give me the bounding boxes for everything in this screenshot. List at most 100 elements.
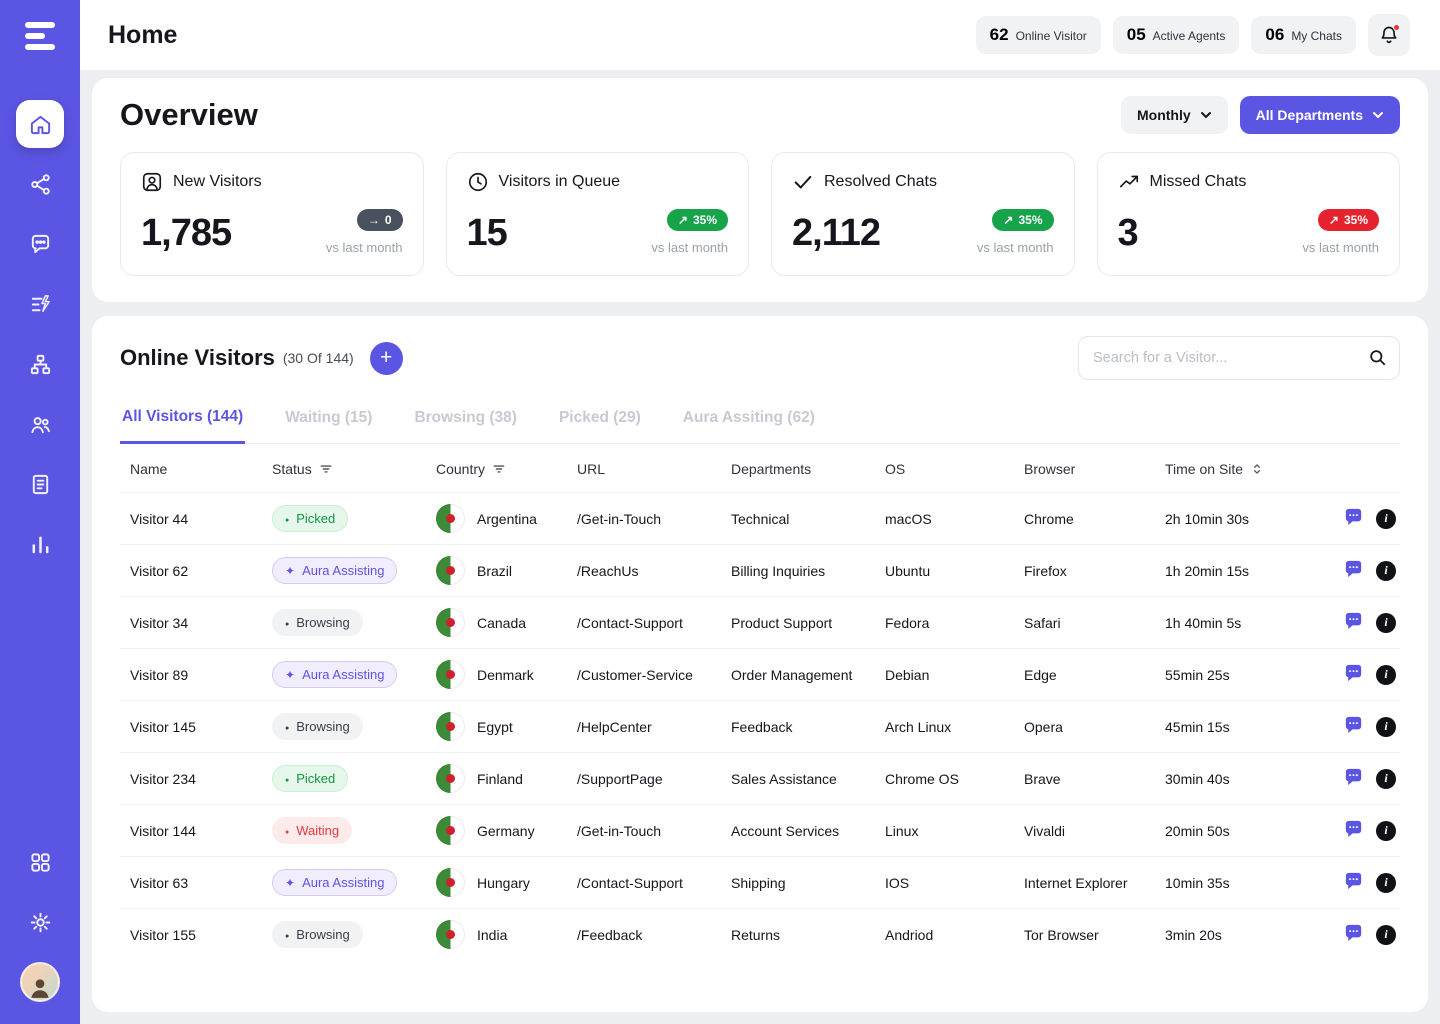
visitor-time: 2h 10min 30s	[1165, 510, 1250, 527]
notifications-button[interactable]	[1368, 14, 1410, 56]
sidebar-item-teams[interactable]	[16, 400, 64, 448]
visitor-time: 1h 20min 15s	[1165, 562, 1250, 579]
status-badge: Aura Assisting	[272, 557, 398, 584]
stat-title: Resolved Chats	[824, 173, 937, 190]
top-header: Home 62 Online Visitor 05 Active Agents …	[80, 0, 1440, 70]
table-row: Visitor 44 Picked Argentina /Get-in-Touc…	[120, 492, 1400, 544]
country-name: Finland	[477, 770, 523, 787]
visitor-time: 1h 40min 5s	[1165, 614, 1242, 631]
chat-icon[interactable]	[1342, 818, 1365, 844]
info-icon[interactable]: i	[1376, 508, 1396, 529]
col-name: Name	[130, 461, 168, 477]
info-icon[interactable]: i	[1376, 560, 1396, 581]
tab-all-visitors[interactable]: All Visitors (144)	[120, 396, 246, 444]
search-icon[interactable]	[1368, 348, 1387, 367]
chevron-down-icon	[1373, 112, 1383, 119]
sidebar-item-docs[interactable]	[16, 460, 64, 508]
brand-logo-icon[interactable]	[18, 14, 62, 58]
trend-arrow-icon	[1329, 213, 1339, 227]
my-chats-count: 06	[1265, 25, 1285, 44]
country-flag-icon	[436, 920, 465, 949]
visitor-browser: Tor Browser	[1024, 926, 1099, 943]
share-nodes-icon	[30, 173, 50, 195]
country-flag-icon	[436, 868, 465, 897]
chat-icon[interactable]	[1342, 766, 1365, 792]
country-flag-icon	[436, 660, 465, 689]
sidebar-item-automation[interactable]	[16, 280, 64, 328]
table-row: Visitor 34 Browsing Canada /Contact-Supp…	[120, 596, 1400, 648]
table-row: Visitor 63 Aura Assisting Hungary /Conta…	[120, 856, 1400, 908]
status-dot-icon	[285, 615, 289, 630]
chat-icon[interactable]	[1342, 870, 1365, 896]
trending-icon	[1119, 175, 1138, 188]
sidebar-item-home[interactable]	[16, 100, 64, 148]
visitor-url: /SupportPage	[577, 770, 663, 787]
tab-aura-assisting[interactable]: Aura Assiting (62)	[681, 396, 817, 443]
add-visitor-button[interactable]: +	[369, 341, 403, 375]
document-icon	[32, 474, 48, 494]
info-icon[interactable]: i	[1376, 612, 1396, 633]
sidebar-item-departments[interactable]	[16, 340, 64, 388]
department-dropdown[interactable]: All Departments	[1239, 96, 1400, 134]
online-visitors-section: Online Visitors (30 Of 144) + All Visito…	[92, 316, 1428, 1012]
stat-title: New Visitors	[173, 173, 262, 190]
new-visitors-icon	[142, 172, 162, 192]
chat-icon[interactable]	[1342, 714, 1365, 740]
sidebar-item-chats[interactable]	[16, 220, 64, 268]
sort-icon[interactable]	[1250, 462, 1264, 476]
chat-icon[interactable]	[1342, 922, 1365, 948]
home-icon	[30, 115, 50, 134]
info-icon[interactable]: i	[1376, 716, 1396, 737]
visitor-name: Visitor 89	[130, 666, 189, 683]
visitor-browser: Firefox	[1024, 562, 1067, 579]
country-flag-icon	[436, 764, 465, 793]
visitor-browser: Opera	[1024, 718, 1063, 735]
search-input[interactable]	[1078, 336, 1400, 380]
my-chats-badge[interactable]: 06 My Chats	[1251, 16, 1356, 54]
filter-icon[interactable]	[319, 462, 333, 476]
country-name: Argentina	[477, 510, 537, 527]
visitor-name: Visitor 145	[130, 718, 196, 735]
info-icon[interactable]: i	[1376, 924, 1396, 945]
visitor-os: Fedora	[885, 614, 930, 631]
table-header: Name Status Country URL Departments OS B…	[120, 446, 1400, 492]
status-dot-icon	[285, 927, 289, 942]
country-name: Brazil	[477, 562, 513, 579]
chat-icon[interactable]	[1342, 558, 1365, 584]
visitor-os: Andriod	[885, 926, 934, 943]
stat-sub: vs last month	[651, 240, 728, 255]
col-status: Status	[272, 461, 436, 477]
visitor-department: Order Management	[731, 666, 853, 683]
chat-icon[interactable]	[1342, 506, 1365, 532]
info-icon[interactable]: i	[1376, 768, 1396, 789]
visitor-os: Debian	[885, 666, 930, 683]
tab-picked[interactable]: Picked (29)	[557, 396, 643, 443]
visitor-url: /HelpCenter	[577, 718, 652, 735]
sidebar-item-agents[interactable]	[16, 160, 64, 208]
online-visitor-badge[interactable]: 62 Online Visitor	[975, 16, 1101, 54]
info-icon[interactable]: i	[1376, 820, 1396, 841]
sidebar-item-apps[interactable]	[16, 838, 64, 886]
visitor-url: /Feedback	[577, 926, 643, 943]
period-label: Monthly	[1136, 107, 1191, 123]
period-dropdown[interactable]: Monthly	[1120, 96, 1228, 134]
table-row: Visitor 62 Aura Assisting Brazil /ReachU…	[120, 544, 1400, 596]
chat-icon[interactable]	[1342, 610, 1365, 636]
col-url: URL	[577, 461, 606, 477]
filter-icon[interactable]	[492, 462, 506, 476]
trend-badge: 35%	[992, 209, 1054, 231]
sidebar-item-profile[interactable]	[16, 958, 64, 1006]
col-os: OS	[885, 461, 906, 477]
tab-browsing[interactable]: Browsing (38)	[412, 396, 518, 443]
logo-bar	[25, 33, 45, 39]
sidebar-item-analytics[interactable]	[16, 520, 64, 568]
status-badge: Browsing	[272, 609, 363, 636]
info-icon[interactable]: i	[1376, 872, 1396, 893]
active-agents-badge[interactable]: 05 Active Agents	[1112, 16, 1240, 54]
sidebar-item-settings[interactable]	[16, 898, 64, 946]
chat-icon[interactable]	[1342, 662, 1365, 688]
info-icon[interactable]: i	[1376, 664, 1396, 685]
visitor-browser: Vivaldi	[1024, 822, 1065, 839]
status-dot-icon	[285, 563, 295, 578]
tab-waiting[interactable]: Waiting (15)	[283, 396, 374, 443]
